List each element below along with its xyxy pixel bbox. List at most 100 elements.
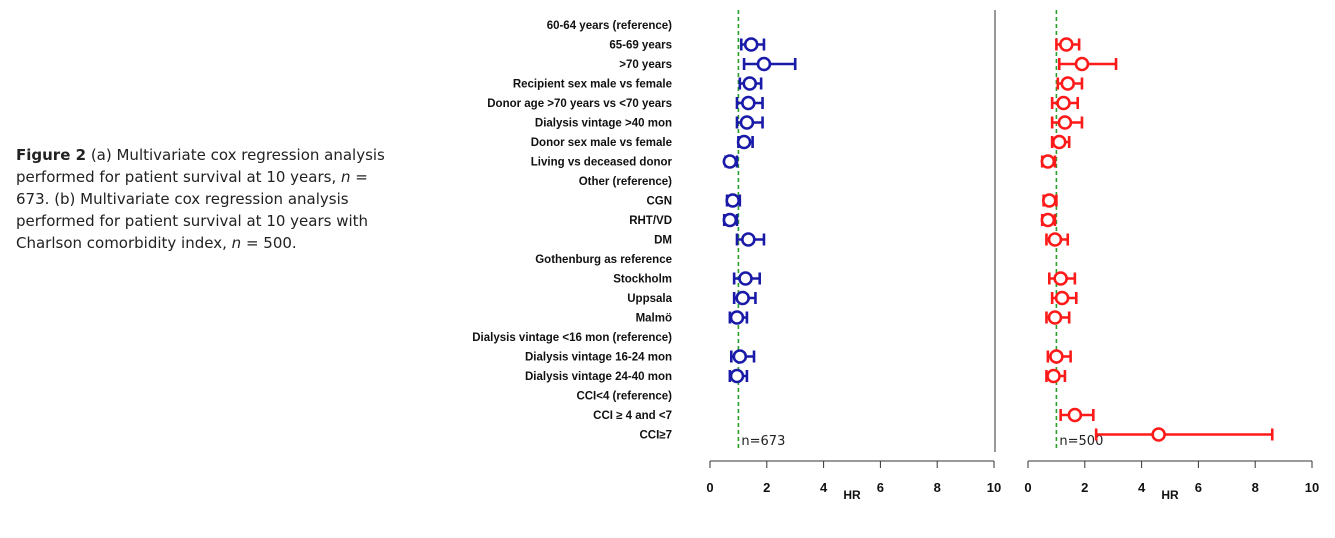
hr-point — [735, 290, 750, 306]
hr-estimate — [739, 37, 766, 52]
hr-point — [1042, 193, 1057, 208]
hr-point — [741, 95, 756, 111]
row-label: CCI≥7 — [639, 430, 672, 442]
x-axis-title: HR — [843, 488, 861, 502]
row-label: Living vs deceased donor — [531, 157, 673, 169]
hr-point — [756, 56, 772, 72]
row-label: Uppsala — [627, 293, 672, 305]
row-label: 60-64 years (reference) — [547, 20, 672, 32]
x-tick-label: 8 — [1252, 480, 1259, 495]
forest-panel-a: 0 2 4 6 8 10 HR n=673 — [706, 10, 1001, 502]
caption-part-b: (b) Multivariate cox regression analysis… — [16, 190, 369, 252]
hr-point — [1067, 407, 1083, 423]
row-label: >70 years — [619, 59, 672, 71]
row-labels: 60-64 years (reference) 65-69 years >70 ye… — [472, 20, 672, 442]
hr-estimate — [1046, 349, 1072, 364]
x-tick-label: 6 — [877, 480, 884, 495]
hr-estimate — [1040, 154, 1057, 169]
x-tick-label: 10 — [987, 480, 1001, 495]
hr-estimate — [722, 212, 739, 228]
row-label: Donor sex male vs female — [531, 137, 672, 149]
hr-estimate — [1055, 37, 1081, 52]
hr-estimate — [735, 232, 766, 247]
hr-point — [1047, 310, 1063, 325]
hr-point — [1060, 76, 1076, 91]
row-label: Donor age >70 years vs <70 years — [487, 98, 672, 110]
hr-estimate — [1045, 232, 1070, 247]
hr-estimate — [1050, 95, 1079, 111]
sample-size-label: n=500 — [1059, 434, 1103, 449]
hr-point — [742, 76, 758, 91]
row-label: Dialysis vintage 24-40 mon — [525, 371, 672, 383]
row-label: RHT/VD — [629, 215, 672, 227]
hr-estimate — [1057, 56, 1118, 72]
hr-estimate — [1050, 115, 1084, 130]
hr-point — [736, 134, 752, 150]
hr-estimate — [736, 134, 754, 150]
hr-estimate — [725, 193, 742, 208]
hr-estimate — [1042, 193, 1058, 208]
hr-point — [722, 212, 738, 228]
x-tick-label: 2 — [1081, 480, 1088, 495]
hr-point — [722, 154, 738, 169]
hr-point — [738, 271, 753, 286]
hr-point — [743, 37, 759, 52]
hr-point — [1046, 368, 1061, 384]
hr-estimate — [735, 115, 764, 130]
row-label: Other (reference) — [579, 176, 672, 188]
hr-point — [1040, 154, 1056, 169]
hr-estimate — [732, 271, 762, 286]
hr-estimate — [742, 56, 797, 72]
hr-estimate — [1094, 427, 1274, 442]
row-label: CGN — [646, 196, 672, 208]
hr-estimate — [1050, 134, 1071, 150]
x-tick-label: 4 — [820, 480, 828, 495]
sample-size-label: n=673 — [741, 434, 785, 449]
hr-estimate — [1059, 407, 1095, 423]
hr-point — [725, 193, 741, 208]
row-label: Recipient sex male vs female — [513, 79, 672, 91]
hr-estimate — [728, 310, 749, 325]
x-tick-label: 2 — [763, 480, 770, 495]
figure-caption: Figure 2 (a) Multivariate cox regression… — [16, 146, 385, 252]
row-label: Stockholm — [613, 274, 672, 286]
figure-label: Figure 2 — [16, 146, 87, 164]
hr-point — [1059, 37, 1074, 52]
x-tick-label: 4 — [1138, 480, 1146, 495]
hr-point — [1049, 349, 1064, 364]
row-label: Gothenburg as reference — [535, 254, 672, 266]
hr-estimate — [729, 349, 756, 364]
hr-point — [739, 115, 755, 130]
hr-point — [1040, 212, 1056, 228]
caption-n-b: 500 — [263, 234, 292, 252]
row-label: CCI<4 (reference) — [576, 391, 672, 403]
hr-point — [729, 368, 745, 384]
row-label: CCI ≥ 4 and <7 — [593, 410, 672, 422]
hr-point — [741, 232, 756, 247]
hr-point — [1056, 95, 1071, 111]
caption-part-a: (a) Multivariate cox regression analysis… — [16, 146, 385, 186]
x-tick-label: 8 — [934, 480, 941, 495]
row-label: Dialysis vintage >40 mon — [535, 118, 672, 130]
row-label: Dialysis vintage 16-24 mon — [525, 352, 672, 364]
hr-estimate — [1045, 368, 1067, 384]
hr-estimate — [738, 76, 763, 91]
hr-estimate — [735, 95, 764, 111]
row-label: Malmö — [636, 313, 672, 325]
row-label: 65-69 years — [609, 40, 672, 52]
hr-point — [1053, 271, 1068, 286]
hr-point — [1151, 427, 1166, 442]
x-tick-label: 6 — [1195, 480, 1202, 495]
hr-estimate — [1040, 212, 1057, 228]
hr-estimate — [722, 154, 739, 169]
row-label: Dialysis vintage <16 mon (reference) — [472, 332, 672, 344]
x-tick-label: 10 — [1305, 480, 1319, 495]
hr-estimate — [1048, 271, 1077, 286]
hr-point — [1051, 134, 1067, 150]
forest-panel-b: 0 2 4 6 8 10 HR n=500 — [1024, 10, 1319, 502]
x-axis-title: HR — [1161, 488, 1179, 502]
hr-estimate — [728, 368, 749, 384]
row-label: DM — [654, 235, 672, 247]
hr-point — [732, 349, 748, 364]
